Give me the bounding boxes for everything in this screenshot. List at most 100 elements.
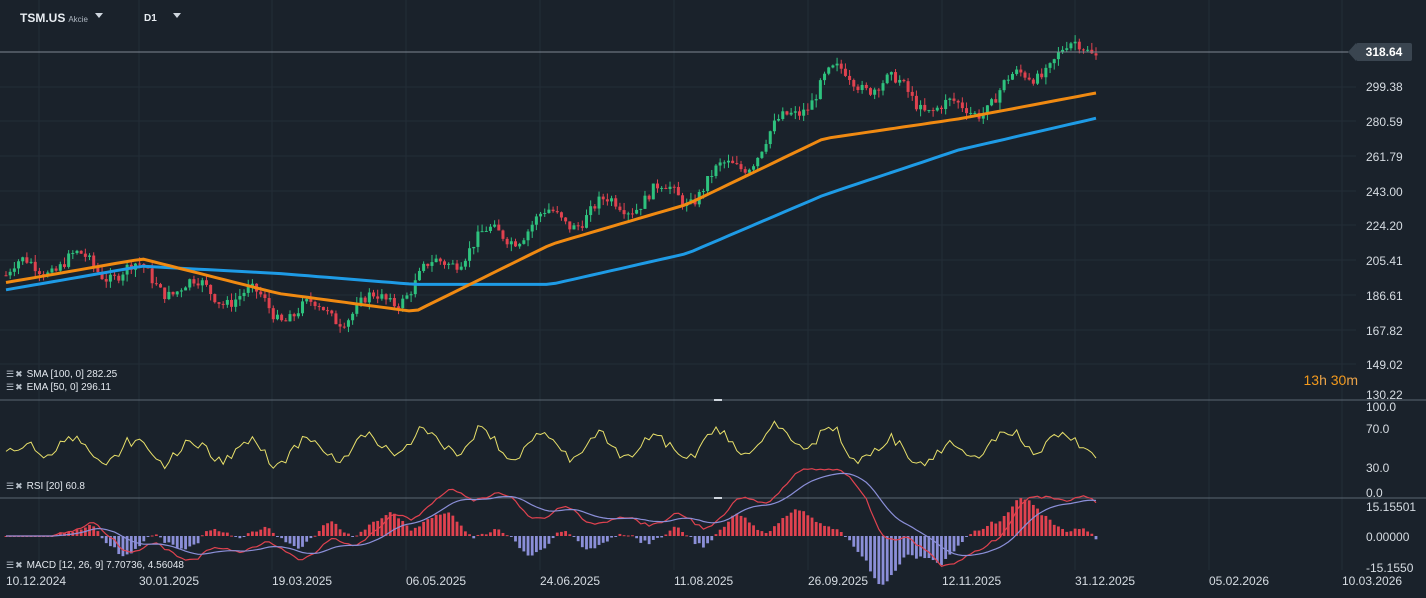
candle-body bbox=[104, 279, 108, 282]
macd-bar bbox=[1048, 519, 1052, 536]
candle-body bbox=[401, 298, 405, 309]
macd-bar bbox=[676, 527, 680, 536]
settings-close-icon[interactable]: ☰✖ bbox=[6, 369, 24, 379]
macd-bar bbox=[205, 531, 208, 536]
candle-body bbox=[392, 298, 396, 307]
macd-bar bbox=[100, 536, 104, 539]
macd-bar bbox=[948, 536, 952, 555]
candles bbox=[4, 35, 1098, 333]
macd-bar bbox=[67, 531, 71, 536]
settings-close-icon[interactable]: ☰✖ bbox=[6, 382, 24, 392]
candle-body bbox=[614, 198, 618, 207]
macd-bar bbox=[768, 531, 772, 536]
candle-body bbox=[342, 326, 346, 328]
macd-bar bbox=[330, 521, 334, 536]
date-tick: 05.02.2026 bbox=[1209, 574, 1270, 588]
macd-bar bbox=[514, 536, 517, 542]
candle-body bbox=[213, 294, 217, 303]
date-tick: 10.03.2026 bbox=[1342, 574, 1403, 588]
price-tick: 224.20 bbox=[1366, 219, 1403, 233]
macd-bar bbox=[522, 536, 526, 552]
candle-body bbox=[359, 297, 363, 304]
macd-tick: -15.1550 bbox=[1366, 561, 1414, 575]
macd-bar bbox=[1031, 504, 1035, 536]
macd-bar bbox=[576, 536, 580, 542]
candle-body bbox=[209, 284, 213, 295]
macd-bar bbox=[58, 532, 62, 536]
candle-body bbox=[843, 68, 847, 76]
candle-body bbox=[889, 72, 893, 75]
pane-resize-handle[interactable] bbox=[714, 497, 722, 499]
macd-bar bbox=[109, 536, 112, 547]
candle-body bbox=[422, 263, 426, 271]
macd-bar bbox=[476, 534, 480, 536]
macd-bar bbox=[814, 521, 818, 536]
symbol-type: Akcie bbox=[68, 15, 88, 24]
macd-bar bbox=[380, 518, 384, 536]
macd-label: MACD [12, 26, 9] 7.70736, 4.56048 bbox=[26, 560, 184, 571]
candle-body bbox=[1023, 72, 1027, 78]
timeframe-selector[interactable]: D1 bbox=[144, 12, 181, 24]
candle-body bbox=[576, 225, 580, 227]
macd-bar bbox=[338, 529, 342, 536]
macd-bar bbox=[129, 536, 133, 554]
macd-bar bbox=[392, 513, 396, 536]
candle-body bbox=[67, 253, 71, 267]
macd-bar bbox=[915, 536, 918, 559]
candle-body bbox=[785, 111, 789, 115]
macd-bar bbox=[935, 536, 939, 563]
macd-bar bbox=[163, 536, 167, 543]
candle-body bbox=[681, 195, 685, 206]
candle-body bbox=[898, 79, 902, 83]
macd-bar bbox=[931, 536, 935, 561]
candle-body bbox=[668, 186, 672, 189]
macd-bar bbox=[418, 526, 421, 536]
candle-body bbox=[409, 294, 413, 296]
macd-bar bbox=[326, 523, 329, 536]
candle-body bbox=[630, 213, 634, 215]
macd-bar bbox=[689, 536, 693, 537]
settings-close-icon[interactable]: ☰✖ bbox=[6, 560, 24, 570]
macd-bar bbox=[844, 536, 847, 537]
macd-bar bbox=[827, 526, 831, 536]
candle-body bbox=[1061, 49, 1065, 53]
candle-body bbox=[330, 310, 334, 314]
candle-body bbox=[263, 294, 267, 299]
macd-bar bbox=[693, 536, 697, 545]
macd-bar bbox=[1069, 531, 1073, 536]
symbol-selector[interactable]: TSM.US Akcie bbox=[20, 11, 103, 25]
macd-bar bbox=[555, 532, 559, 536]
settings-close-icon[interactable]: ☰✖ bbox=[6, 481, 24, 491]
candle-body bbox=[380, 294, 384, 299]
macd-bar bbox=[1036, 508, 1039, 536]
candle-body bbox=[54, 268, 58, 271]
timeframe-label: D1 bbox=[144, 13, 157, 24]
pane-resize-handle[interactable] bbox=[714, 399, 722, 401]
macd-bar bbox=[793, 509, 797, 536]
macd-bar bbox=[839, 532, 843, 536]
chart-grid bbox=[0, 0, 1356, 570]
candle-body bbox=[196, 283, 200, 286]
macd-bar bbox=[196, 536, 200, 544]
candle-body bbox=[818, 80, 822, 100]
macd-bar bbox=[384, 515, 388, 536]
candle-body bbox=[935, 107, 939, 111]
macd-bar bbox=[585, 536, 588, 550]
candle-body bbox=[944, 99, 948, 110]
candle-body bbox=[873, 89, 877, 95]
macd-bar bbox=[1065, 531, 1069, 536]
macd-bar bbox=[560, 531, 563, 536]
macd-bar bbox=[818, 523, 822, 536]
candle-body bbox=[8, 271, 12, 276]
candle-body bbox=[171, 291, 175, 295]
candle-body bbox=[447, 263, 451, 265]
rsi-tick: 30.0 bbox=[1366, 461, 1390, 475]
date-tick: 19.03.2025 bbox=[272, 574, 333, 588]
price-tick: 261.79 bbox=[1366, 150, 1403, 164]
macd-bar bbox=[138, 536, 142, 547]
candle-body bbox=[96, 266, 100, 273]
macd-bar bbox=[334, 523, 338, 536]
candle-body bbox=[610, 198, 614, 202]
candle-body bbox=[568, 221, 572, 230]
